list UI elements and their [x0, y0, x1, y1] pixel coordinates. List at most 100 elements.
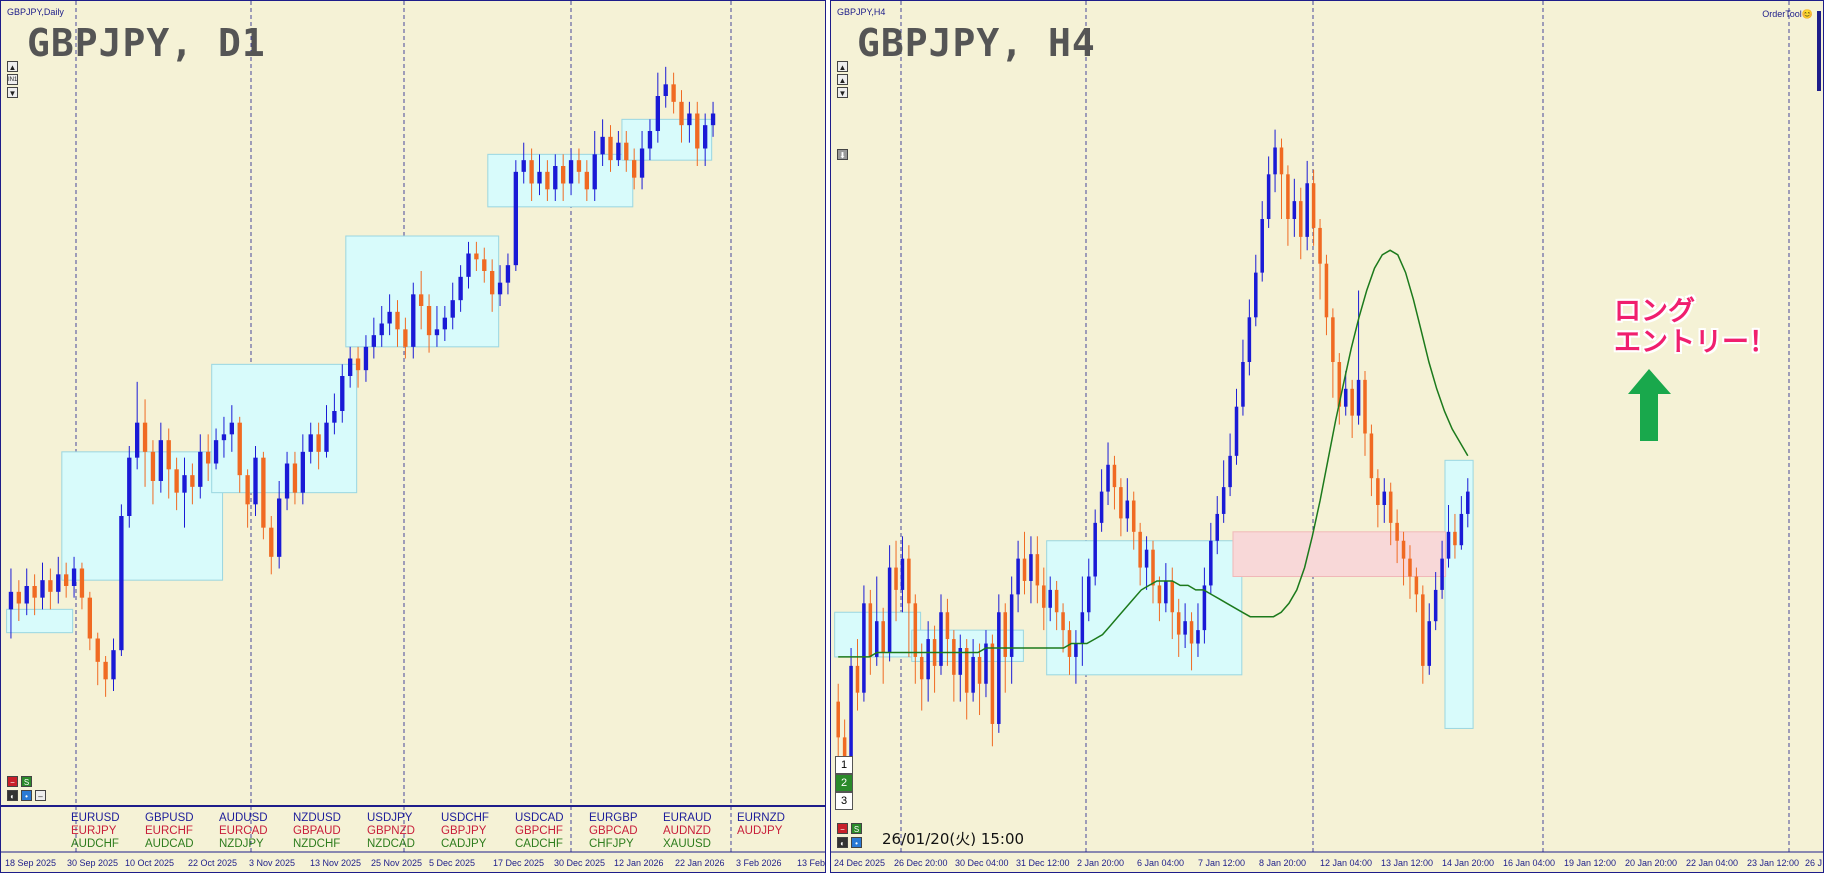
pair-column: EURNZD AUDJPY	[737, 812, 807, 838]
num-button-1[interactable]: 1	[835, 756, 853, 774]
candle-body	[1356, 379, 1361, 416]
chart-panel-h4[interactable]: 24 Dec 2025 26 Dec 20:00 30 Dec 04:00 31 De…	[830, 0, 1824, 873]
blue-dot-icon[interactable]: •	[21, 790, 32, 801]
pair-link[interactable]: AUDCHF	[71, 838, 119, 850]
pair-link[interactable]: AUDUSD	[219, 812, 268, 824]
indicator-label[interactable]: IN1	[7, 74, 18, 85]
candle-body	[497, 282, 503, 295]
num-button-3[interactable]: 3	[835, 792, 853, 810]
pair-link[interactable]: CADCHF	[515, 838, 563, 850]
x-tick-label: 8 Jan 20:00	[1259, 858, 1306, 868]
pair-link[interactable]: GBPCHF	[515, 825, 563, 837]
pair-link[interactable]: AUDCAD	[145, 838, 194, 850]
candle-body	[1196, 630, 1200, 644]
candle-body	[355, 358, 361, 371]
candle-body	[269, 527, 274, 557]
pair-link[interactable]: AUDJPY	[737, 825, 783, 837]
chart-panel-daily[interactable]: 18 Sep 2025 30 Sep 2025 10 Oct 2025 22 Oct …	[0, 0, 826, 873]
candle-body	[1228, 455, 1232, 488]
pin-icon[interactable]: ⬇	[837, 149, 848, 160]
candle-body	[1453, 531, 1457, 546]
candle-body	[1414, 576, 1419, 595]
candle-body	[71, 568, 77, 586]
pair-link[interactable]: XAUUSD	[663, 838, 711, 850]
candle-body	[1093, 522, 1097, 577]
sell-button[interactable]: S	[21, 776, 32, 787]
candle-body	[387, 311, 392, 324]
minus-button[interactable]: −	[7, 776, 18, 787]
scroll-up-icon[interactable]: ▲	[7, 61, 18, 72]
candle-body	[631, 160, 637, 178]
ordertool-label[interactable]: OrderTool😊	[1762, 9, 1813, 19]
pair-link[interactable]: NZDJPY	[219, 838, 264, 850]
num-button-2[interactable]: 2	[835, 774, 853, 792]
candle-body	[1215, 513, 1220, 541]
candle-body	[1125, 500, 1130, 519]
candle-body	[16, 591, 22, 604]
pair-link[interactable]: EURGBP	[589, 812, 638, 824]
zone-box	[6, 608, 74, 634]
zone-box	[211, 363, 358, 494]
candle-body	[958, 648, 963, 675]
pair-link[interactable]: USDCAD	[515, 812, 564, 824]
scroll-mid-icon[interactable]: ▲	[837, 74, 848, 85]
candle-body	[977, 656, 982, 684]
pair-column: EURUSD EURJPY AUDCHF	[71, 812, 141, 851]
x-tick-label: 31 Dec 12:00	[1016, 858, 1070, 868]
settings-icon[interactable]: ◐	[837, 837, 848, 848]
candle-body	[1408, 558, 1412, 577]
pair-link[interactable]: EURAUD	[663, 812, 712, 824]
candle-body	[1138, 531, 1142, 568]
scroll-down-icon[interactable]: ▼	[7, 87, 18, 98]
candle-body	[48, 580, 53, 592]
candle-body	[134, 422, 140, 458]
candle-body	[702, 125, 708, 149]
pair-link[interactable]: CHFJPY	[589, 838, 634, 850]
pair-link[interactable]: EURCAD	[219, 825, 268, 837]
pair-link[interactable]: CADJPY	[441, 838, 487, 850]
candle-body	[894, 567, 898, 590]
x-tick-label: 25 Nov 2025	[371, 858, 422, 868]
candle-body	[687, 113, 692, 126]
candle-body	[971, 656, 975, 693]
pair-link[interactable]: GBPAUD	[293, 825, 341, 837]
blue-dot-icon[interactable]: •	[851, 837, 862, 848]
candle-body	[624, 142, 629, 161]
candle-body	[1260, 219, 1264, 273]
sell-button[interactable]: S	[851, 823, 862, 834]
pair-link[interactable]: GBPUSD	[145, 812, 194, 824]
candle-body	[1466, 491, 1470, 514]
x-tick-label: 12 Jan 04:00	[1320, 858, 1372, 868]
pair-link[interactable]: GBPJPY	[441, 825, 487, 837]
candle-body	[695, 113, 700, 149]
scroll-up-icon[interactable]: ▲	[837, 61, 848, 72]
pair-link[interactable]: AUDNZD	[663, 825, 711, 837]
candle-body	[1042, 585, 1046, 608]
pair-link[interactable]: NZDCHF	[293, 838, 341, 850]
daily-chart-canvas[interactable]: 18 Sep 2025 30 Sep 2025 10 Oct 2025 22 Oct …	[1, 1, 826, 873]
pair-link[interactable]: EURJPY	[71, 825, 117, 837]
h4-chart-canvas[interactable]: 24 Dec 2025 26 Dec 20:00 30 Dec 04:00 31 De…	[831, 1, 1824, 873]
pair-link[interactable]: USDJPY	[367, 812, 413, 824]
settings-icon[interactable]: ◐	[7, 790, 18, 801]
x-tick-label: 22 Jan 04:00	[1686, 858, 1738, 868]
minus-button[interactable]: −	[837, 823, 848, 834]
pair-link[interactable]: EURCHF	[145, 825, 193, 837]
pair-link[interactable]: USDCHF	[441, 812, 489, 824]
candle-body	[371, 335, 377, 347]
pair-link[interactable]: EURUSD	[71, 812, 120, 824]
candle-body	[1363, 379, 1367, 434]
candle-body	[411, 294, 416, 347]
pair-link[interactable]: NZDCAD	[367, 838, 415, 850]
scroll-down-icon[interactable]: ▼	[837, 87, 848, 98]
x-tick-label: 30 Sep 2025	[67, 858, 118, 868]
pair-link[interactable]: NZDUSD	[293, 812, 341, 824]
candle-body	[862, 603, 866, 693]
candle-body	[1337, 362, 1342, 407]
pair-link[interactable]: GBPNZD	[367, 825, 415, 837]
pair-link[interactable]: EURNZD	[737, 812, 785, 824]
zone-box	[487, 153, 634, 208]
candle-body	[79, 568, 85, 598]
collapse-icon[interactable]: –	[35, 790, 46, 801]
pair-link[interactable]: GBPCAD	[589, 825, 638, 837]
